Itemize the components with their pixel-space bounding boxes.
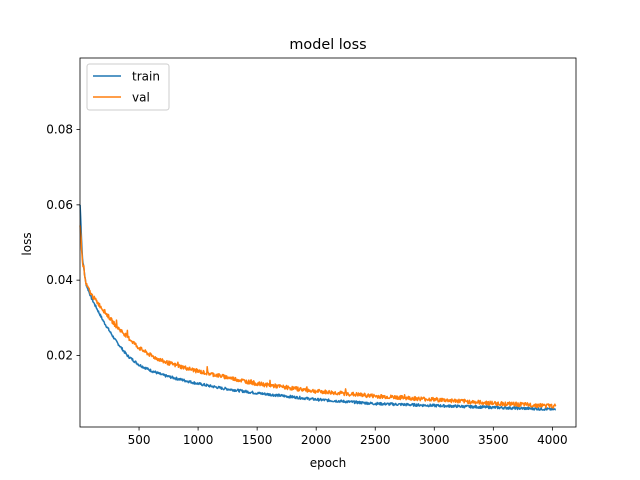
x-axis-label: epoch xyxy=(310,456,347,470)
chart-title: model loss xyxy=(289,37,366,53)
plot-area xyxy=(79,57,577,428)
x-tick-label: 3000 xyxy=(419,433,450,447)
x-tick-label: 1000 xyxy=(183,433,214,447)
x-axis-ticks: 500 1000 1500 2000 2500 3000 3500 4000 xyxy=(128,427,568,447)
y-axis-ticks: 0.02 0.04 0.06 0.08 xyxy=(46,123,80,362)
x-tick-label: 1500 xyxy=(242,433,273,447)
series-line-train xyxy=(79,204,557,411)
y-tick-label: 0.04 xyxy=(46,273,73,287)
y-axis-label: loss xyxy=(20,232,34,255)
y-tick-label: 0.08 xyxy=(46,123,73,137)
x-tick-label: 3500 xyxy=(478,433,509,447)
legend-label-val: val xyxy=(132,91,150,105)
series-line-val xyxy=(79,225,557,409)
legend: train val xyxy=(86,63,170,111)
x-tick-label: 2500 xyxy=(360,433,391,447)
y-tick-label: 0.06 xyxy=(46,198,73,212)
axes-frame xyxy=(79,57,577,428)
x-tick-label: 500 xyxy=(128,433,151,447)
y-tick-label: 0.02 xyxy=(46,348,73,362)
x-tick-label: 2000 xyxy=(301,433,332,447)
x-tick-label: 4000 xyxy=(537,433,568,447)
legend-label-train: train xyxy=(132,70,160,84)
